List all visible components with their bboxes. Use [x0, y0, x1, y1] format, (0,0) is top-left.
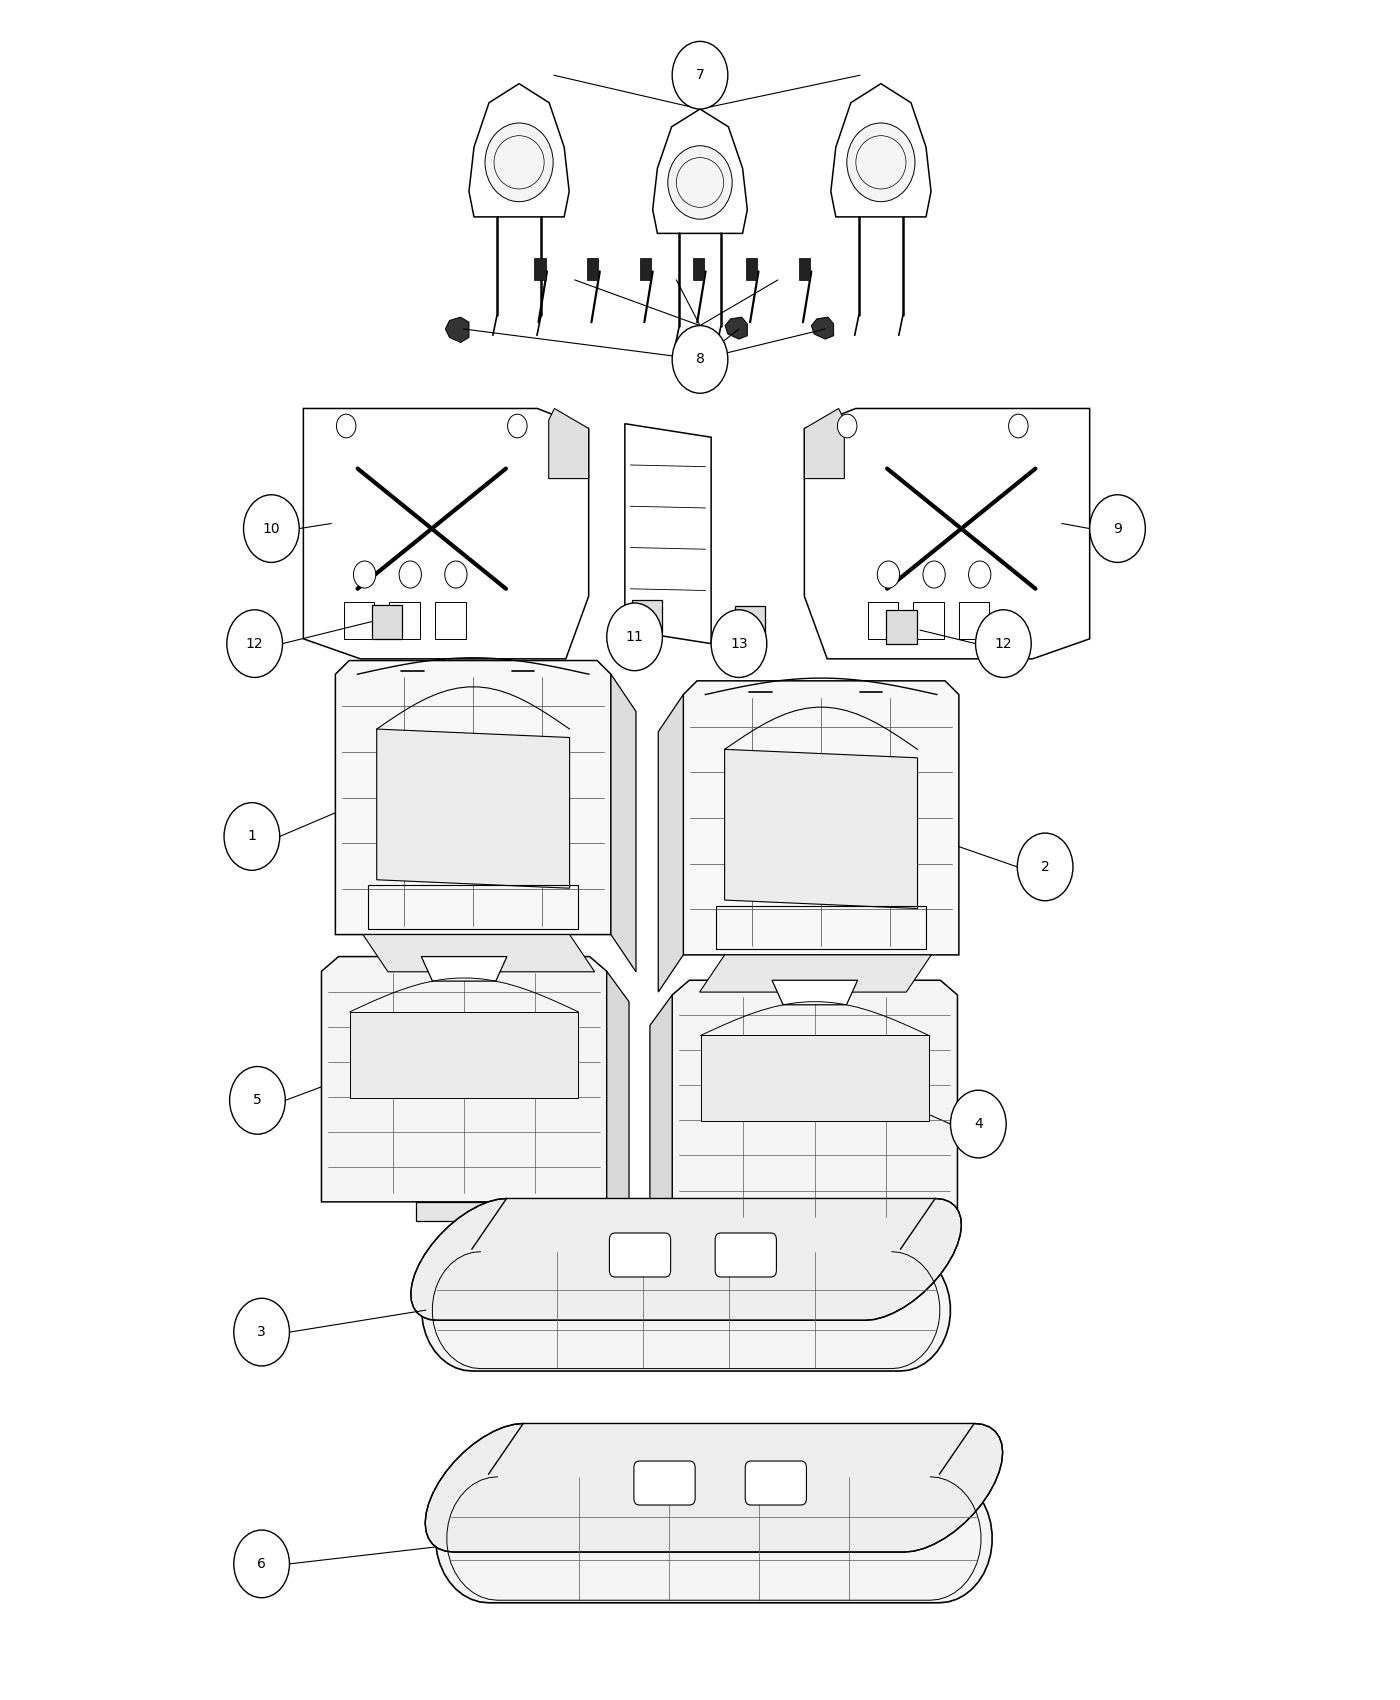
Polygon shape [672, 981, 958, 1226]
Polygon shape [363, 935, 595, 972]
Polygon shape [650, 994, 672, 1256]
Circle shape [227, 610, 283, 678]
Polygon shape [350, 1012, 578, 1098]
Polygon shape [377, 729, 570, 887]
Circle shape [923, 561, 945, 588]
Polygon shape [771, 981, 858, 1005]
Text: 13: 13 [731, 636, 748, 651]
Ellipse shape [668, 146, 732, 219]
Polygon shape [725, 750, 917, 908]
Circle shape [445, 561, 468, 588]
FancyBboxPatch shape [745, 1460, 806, 1504]
Bar [693, 258, 704, 280]
Bar [389, 602, 420, 639]
Bar [535, 258, 546, 280]
Polygon shape [469, 83, 570, 218]
Circle shape [969, 561, 991, 588]
Circle shape [244, 495, 300, 563]
Circle shape [399, 561, 421, 588]
Bar [640, 258, 651, 280]
Text: 3: 3 [258, 1324, 266, 1340]
Text: 11: 11 [626, 631, 644, 644]
Circle shape [1018, 833, 1072, 901]
Bar [587, 258, 598, 280]
Text: 5: 5 [253, 1093, 262, 1107]
Bar [959, 602, 990, 639]
Polygon shape [725, 318, 748, 338]
Polygon shape [735, 607, 766, 641]
Bar [435, 602, 466, 639]
Bar [746, 258, 757, 280]
Circle shape [606, 604, 662, 672]
Text: 12: 12 [246, 636, 263, 651]
Polygon shape [336, 661, 610, 935]
Ellipse shape [484, 122, 553, 202]
FancyBboxPatch shape [715, 1232, 777, 1277]
Circle shape [672, 41, 728, 109]
Circle shape [353, 561, 375, 588]
Circle shape [672, 326, 728, 393]
Polygon shape [631, 600, 662, 634]
Polygon shape [658, 695, 683, 993]
Polygon shape [606, 971, 629, 1232]
Text: 8: 8 [696, 352, 704, 367]
Circle shape [1008, 415, 1028, 439]
Polygon shape [371, 605, 402, 639]
Polygon shape [812, 318, 833, 338]
Circle shape [224, 802, 280, 870]
Polygon shape [322, 957, 606, 1202]
Text: 10: 10 [263, 522, 280, 536]
Ellipse shape [847, 122, 916, 202]
Bar [799, 258, 811, 280]
Circle shape [234, 1299, 290, 1367]
Text: 7: 7 [696, 68, 704, 82]
Polygon shape [683, 680, 959, 955]
Text: 9: 9 [1113, 522, 1121, 536]
Polygon shape [805, 408, 1089, 660]
Circle shape [230, 1066, 286, 1134]
Polygon shape [410, 1198, 962, 1321]
Bar [913, 602, 944, 639]
Circle shape [878, 561, 900, 588]
FancyBboxPatch shape [609, 1232, 671, 1277]
Text: 1: 1 [248, 830, 256, 843]
Polygon shape [610, 675, 636, 972]
Circle shape [976, 610, 1032, 678]
Circle shape [508, 415, 526, 439]
Polygon shape [435, 1474, 993, 1603]
Circle shape [336, 415, 356, 439]
Text: 6: 6 [258, 1557, 266, 1571]
Text: 2: 2 [1040, 860, 1050, 874]
Bar [344, 602, 374, 639]
Polygon shape [805, 408, 844, 479]
Polygon shape [652, 109, 748, 233]
Bar [868, 602, 899, 639]
Circle shape [1089, 495, 1145, 563]
Polygon shape [416, 1202, 515, 1222]
Polygon shape [304, 408, 588, 660]
FancyBboxPatch shape [634, 1460, 696, 1504]
Polygon shape [445, 318, 469, 342]
Polygon shape [421, 957, 507, 981]
Polygon shape [624, 423, 711, 644]
Polygon shape [421, 1250, 951, 1370]
Polygon shape [426, 1423, 1002, 1552]
Polygon shape [700, 955, 931, 993]
Polygon shape [886, 610, 917, 644]
Circle shape [234, 1530, 290, 1598]
Circle shape [951, 1090, 1007, 1158]
Polygon shape [549, 408, 588, 479]
Polygon shape [700, 1035, 930, 1122]
Text: 4: 4 [974, 1117, 983, 1130]
Polygon shape [830, 83, 931, 218]
Text: 12: 12 [994, 636, 1012, 651]
Circle shape [711, 610, 767, 678]
Circle shape [837, 415, 857, 439]
Polygon shape [766, 1226, 867, 1244]
